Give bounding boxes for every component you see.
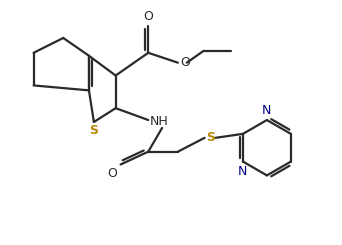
- Text: N: N: [238, 165, 248, 178]
- Text: S: S: [89, 124, 98, 137]
- Text: NH: NH: [150, 114, 169, 127]
- Text: O: O: [180, 56, 190, 69]
- Text: O: O: [108, 168, 118, 181]
- Text: O: O: [143, 10, 153, 23]
- Text: S: S: [207, 131, 215, 144]
- Text: N: N: [262, 104, 272, 117]
